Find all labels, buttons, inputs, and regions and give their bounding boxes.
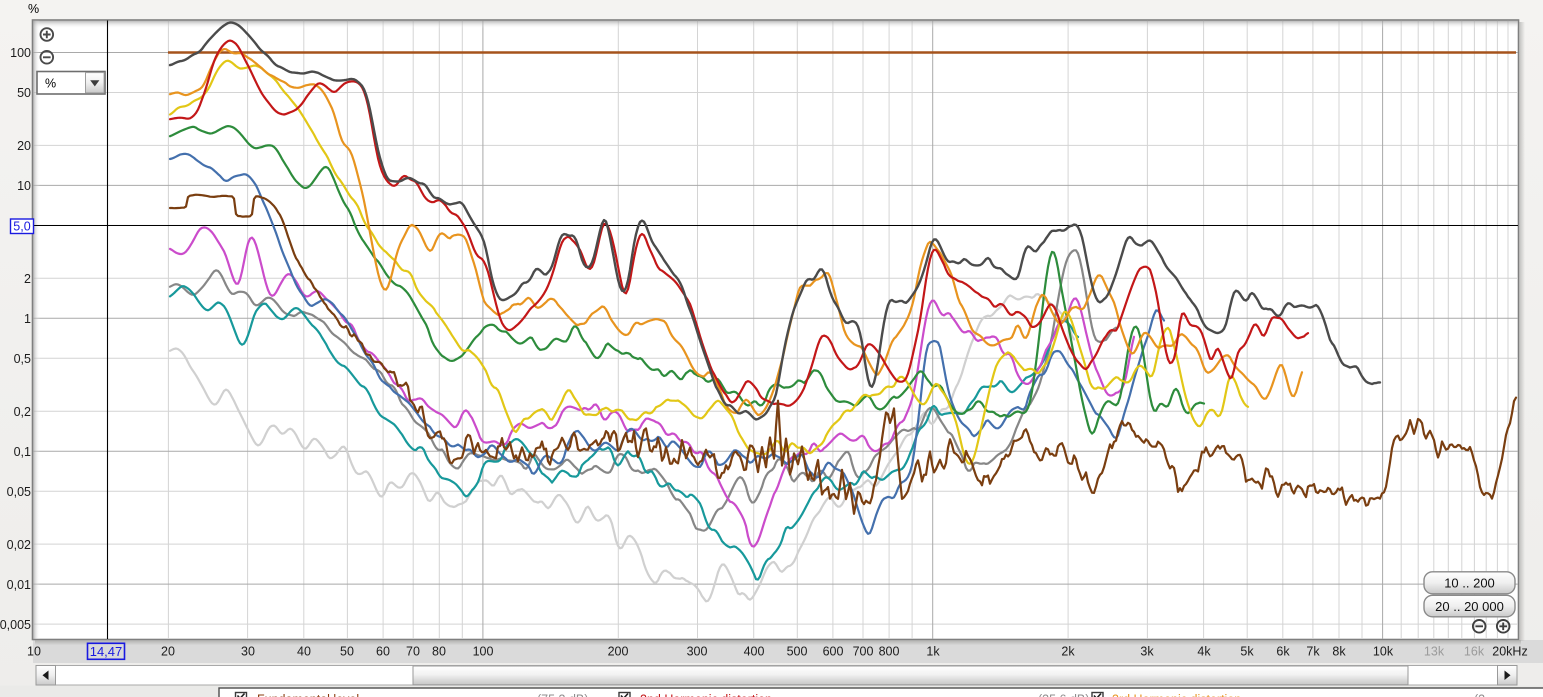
svg-text:50: 50 [17, 86, 31, 100]
svg-text:100: 100 [473, 645, 494, 659]
svg-text:3rd Harmonic distortion: 3rd Harmonic distortion [1112, 693, 1241, 697]
svg-text:80: 80 [432, 645, 446, 659]
svg-text:1k: 1k [926, 645, 940, 659]
svg-text:400: 400 [744, 645, 765, 659]
svg-text:40: 40 [297, 645, 311, 659]
svg-text:50: 50 [340, 645, 354, 659]
svg-text:10k: 10k [1373, 645, 1394, 659]
svg-text:600: 600 [823, 645, 844, 659]
svg-text:20 .. 20 000: 20 .. 20 000 [1435, 599, 1504, 614]
svg-text:2: 2 [24, 272, 31, 286]
svg-text:70: 70 [406, 645, 420, 659]
svg-text:Fundamental level: Fundamental level [257, 693, 359, 697]
svg-text:300: 300 [687, 645, 708, 659]
svg-text:0,1: 0,1 [14, 445, 31, 459]
svg-text:0,005: 0,005 [0, 618, 31, 632]
svg-text:%: % [28, 2, 39, 16]
svg-text:(3: (3 [1474, 693, 1485, 697]
svg-text:0,05: 0,05 [7, 485, 31, 499]
svg-text:2nd Harmonic distortion: 2nd Harmonic distortion [640, 693, 772, 697]
svg-text:8k: 8k [1332, 645, 1346, 659]
svg-text:0,5: 0,5 [14, 352, 31, 366]
svg-text:5k: 5k [1240, 645, 1254, 659]
svg-text:0,02: 0,02 [7, 538, 31, 552]
svg-text:%: % [45, 77, 56, 91]
svg-text:20: 20 [17, 139, 31, 153]
svg-text:20kHz: 20kHz [1492, 645, 1527, 659]
svg-text:2k: 2k [1061, 645, 1075, 659]
svg-text:16k: 16k [1464, 645, 1485, 659]
svg-text:0,2: 0,2 [14, 405, 31, 419]
svg-text:(75,3 dB): (75,3 dB) [537, 693, 588, 697]
svg-text:10 .. 200: 10 .. 200 [1444, 576, 1495, 591]
svg-text:20: 20 [161, 645, 175, 659]
svg-text:7k: 7k [1306, 645, 1320, 659]
svg-text:5,0: 5,0 [13, 220, 30, 234]
svg-text:6k: 6k [1276, 645, 1290, 659]
svg-text:100: 100 [10, 46, 31, 60]
svg-text:60: 60 [376, 645, 390, 659]
svg-text:13k: 13k [1424, 645, 1445, 659]
svg-text:1: 1 [24, 312, 31, 326]
svg-text:30: 30 [241, 645, 255, 659]
svg-text:10: 10 [27, 645, 41, 659]
svg-text:14,47: 14,47 [90, 644, 123, 659]
svg-text:(35,6 dB): (35,6 dB) [1038, 693, 1089, 697]
svg-text:800: 800 [879, 645, 900, 659]
svg-text:0,01: 0,01 [7, 578, 31, 592]
svg-text:200: 200 [608, 645, 629, 659]
svg-text:10: 10 [17, 179, 31, 193]
svg-text:3k: 3k [1140, 645, 1154, 659]
svg-text:700: 700 [853, 645, 874, 659]
svg-text:4k: 4k [1197, 645, 1211, 659]
svg-text:500: 500 [787, 645, 808, 659]
